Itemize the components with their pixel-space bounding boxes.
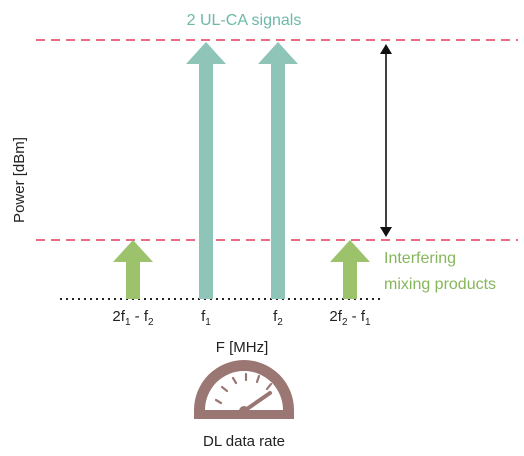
freq-label-f1: f1	[201, 308, 211, 328]
imd-low-arrow	[113, 240, 153, 299]
freq-label-imd-low: 2f1 - f2	[112, 308, 154, 328]
y-axis-label: Power [dBm]	[11, 137, 28, 223]
x-axis-label: F [MHz]	[216, 339, 269, 356]
carrier-f1-arrow	[186, 42, 226, 299]
speedometer-icon	[194, 360, 294, 419]
imd-label-line1: Interfering	[384, 250, 456, 267]
freq-label-f2: f2	[273, 308, 283, 328]
arrowhead-down-icon	[380, 227, 392, 237]
imd-high-arrow	[330, 240, 370, 299]
arrowhead-up-icon	[380, 44, 392, 54]
freq-label-imd-high: 2f2 - f1	[329, 308, 371, 328]
dl-data-rate-label: DL data rate	[203, 433, 285, 450]
imd-label-line2: mixing products	[384, 276, 496, 293]
ulca-signals-label: 2 UL-CA signals	[187, 12, 302, 29]
carrier-f2-arrow	[258, 42, 298, 299]
